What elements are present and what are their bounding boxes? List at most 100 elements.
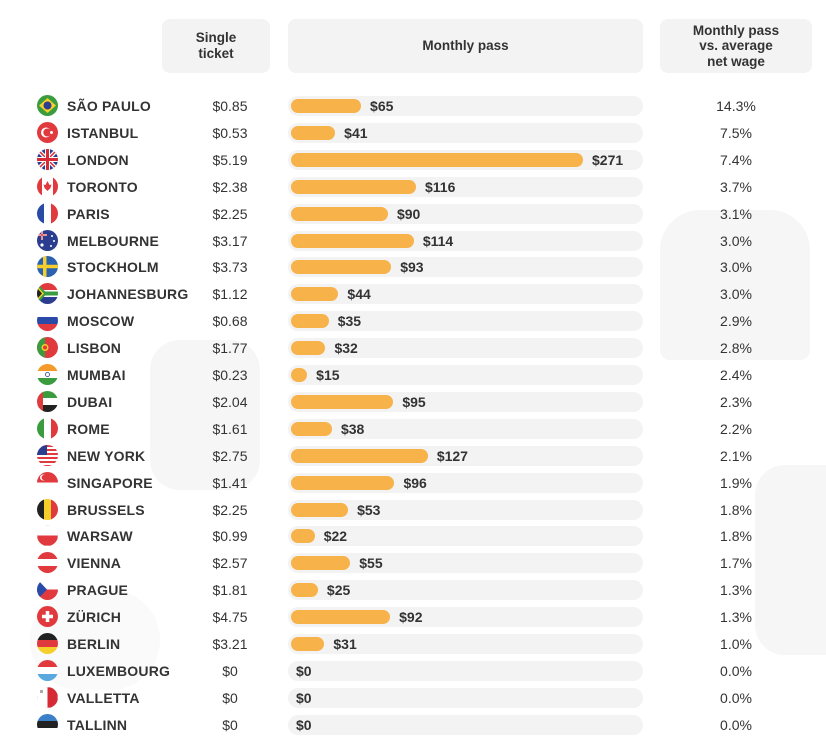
table-row: STOCKHOLM $3.73 $93 3.0% bbox=[0, 253, 826, 280]
city-name: LONDON bbox=[67, 151, 129, 168]
monthly-pass-bar bbox=[291, 314, 329, 329]
wage-percentage: 1.3% bbox=[720, 609, 752, 626]
monthly-pass-label: $271 bbox=[592, 151, 624, 168]
france-flag-icon bbox=[37, 202, 58, 224]
single-ticket-price: $1.81 bbox=[212, 582, 248, 599]
bar-track bbox=[288, 687, 643, 708]
bar-track bbox=[288, 96, 643, 116]
city-name: BERLIN bbox=[67, 636, 121, 652]
bar-track bbox=[288, 526, 643, 547]
monthly-pass-label: $93 bbox=[400, 259, 424, 276]
single-ticket-price: $2.25 bbox=[212, 501, 248, 518]
table-row: ZÜRICH $4.75 $92 1.3% bbox=[0, 603, 826, 630]
australia-flag-icon bbox=[37, 229, 58, 251]
header-monthly-pass: Monthly pass bbox=[288, 19, 643, 73]
wage-percentage: 2.1% bbox=[720, 447, 752, 464]
single-ticket-price: $0.85 bbox=[212, 98, 248, 114]
wage-percentage: 1.7% bbox=[720, 555, 752, 572]
monthly-pass-bar bbox=[291, 556, 351, 571]
table-row: LISBON $1.77 $32 2.8% bbox=[0, 334, 826, 361]
bar-track bbox=[288, 634, 643, 654]
monthly-pass-label: $127 bbox=[436, 447, 468, 464]
bar-track bbox=[288, 311, 643, 332]
single-ticket-price: $1.12 bbox=[212, 286, 248, 303]
wage-percentage: 1.8% bbox=[720, 501, 752, 518]
monthly-pass-bar bbox=[291, 99, 362, 113]
usa-flag-icon bbox=[37, 444, 58, 466]
wage-percentage: 2.2% bbox=[720, 420, 752, 437]
canada-flag-icon bbox=[37, 175, 58, 197]
monthly-pass-label: $0 bbox=[296, 662, 312, 679]
table-row: TORONTO $2.38 $116 3.7% bbox=[0, 173, 826, 200]
austria-flag-icon bbox=[37, 552, 58, 574]
table-row: ISTANBUL $0.53 $41 7.5% bbox=[0, 119, 826, 146]
czech-flag-icon bbox=[37, 579, 58, 601]
monthly-pass-bar bbox=[291, 394, 394, 409]
germany-flag-icon bbox=[37, 633, 58, 654]
table-row: VIENNA $2.57 $55 1.7% bbox=[0, 549, 826, 576]
single-ticket-price: $2.38 bbox=[212, 178, 248, 195]
city-name: VALLETTA bbox=[67, 689, 140, 706]
monthly-pass-label: $15 bbox=[316, 367, 340, 383]
monthly-pass-label: $32 bbox=[334, 340, 358, 357]
poland-flag-icon bbox=[37, 525, 58, 547]
single-ticket-price: $2.25 bbox=[212, 205, 248, 222]
table-row: LUXEMBOURG $0 $0 0.0% bbox=[0, 657, 826, 684]
wage-percentage: 0.0% bbox=[720, 662, 752, 679]
monthly-pass-bar bbox=[291, 287, 339, 302]
city-name: ISTANBUL bbox=[67, 124, 139, 141]
wage-percentage: 3.1% bbox=[720, 205, 752, 222]
wage-percentage: 1.8% bbox=[720, 528, 752, 545]
bar-track bbox=[288, 365, 643, 385]
wage-percentage: 1.9% bbox=[720, 474, 752, 491]
monthly-pass-bar bbox=[291, 475, 395, 490]
monthly-pass-label: $25 bbox=[326, 582, 351, 599]
monthly-pass-label: $55 bbox=[359, 555, 383, 572]
monthly-pass-label: $0 bbox=[296, 689, 312, 706]
header-single-ticket: Single ticket bbox=[162, 19, 270, 73]
monthly-pass-label: $0 bbox=[296, 716, 312, 733]
bar-track bbox=[288, 284, 643, 305]
monthly-pass-bar bbox=[291, 206, 388, 221]
city-name: VIENNA bbox=[67, 555, 122, 572]
bar-track bbox=[288, 553, 643, 574]
monthly-pass-bar bbox=[291, 421, 332, 436]
monthly-pass-bar bbox=[291, 368, 308, 382]
table-row: DUBAI $2.04 $95 2.3% bbox=[0, 388, 826, 415]
background-train-decoration bbox=[755, 465, 826, 655]
single-ticket-price: $0.68 bbox=[212, 313, 248, 330]
table-row: VALLETTA $0 $0 0.0% bbox=[0, 684, 826, 711]
wage-percentage: 7.5% bbox=[720, 124, 752, 141]
south-africa-flag-icon bbox=[37, 283, 58, 305]
city-name: JOHANNESBURG bbox=[67, 286, 189, 303]
city-name: NEW YORK bbox=[67, 447, 146, 464]
city-name: ZÜRICH bbox=[67, 609, 122, 626]
table-row: TALLINN $0 $0 0.0% bbox=[0, 711, 826, 738]
estonia-flag-icon bbox=[37, 713, 58, 735]
monthly-pass-label: $35 bbox=[337, 313, 362, 330]
bar-track bbox=[288, 418, 643, 439]
switzerland-flag-icon bbox=[37, 606, 58, 628]
city-name: MELBOURNE bbox=[67, 232, 160, 249]
monthly-pass-label: $114 bbox=[422, 232, 454, 249]
brazil-flag-icon bbox=[37, 95, 58, 116]
bar-track bbox=[288, 338, 643, 359]
wage-percentage: 2.4% bbox=[720, 367, 752, 383]
sweden-flag-icon bbox=[37, 256, 58, 278]
monthly-pass-bar bbox=[291, 502, 349, 517]
monthly-pass-bar bbox=[291, 260, 392, 275]
table-row: WARSAW $0.99 $22 1.8% bbox=[0, 522, 826, 549]
city-name: LISBON bbox=[67, 340, 122, 357]
single-ticket-price: $5.19 bbox=[212, 151, 248, 168]
monthly-pass-label: $44 bbox=[347, 286, 371, 303]
wage-percentage: 3.0% bbox=[720, 259, 752, 276]
wage-percentage: 3.7% bbox=[720, 178, 752, 195]
table-row: MOSCOW $0.68 $35 2.9% bbox=[0, 307, 826, 334]
monthly-pass-bar bbox=[291, 125, 336, 140]
monthly-pass-bar bbox=[291, 448, 428, 463]
table-row: JOHANNESBURG $1.12 $44 3.0% bbox=[0, 280, 826, 307]
wage-percentage: 0.0% bbox=[720, 689, 752, 706]
single-ticket-price: $1.61 bbox=[212, 420, 248, 437]
luxembourg-flag-icon bbox=[37, 659, 58, 681]
wage-percentage: 14.3% bbox=[716, 98, 756, 114]
